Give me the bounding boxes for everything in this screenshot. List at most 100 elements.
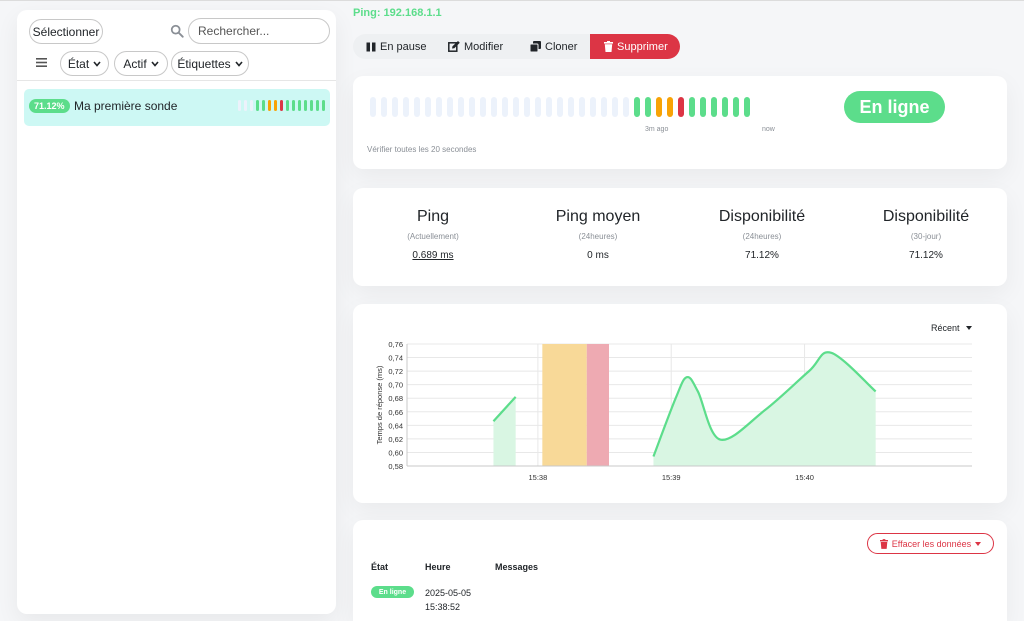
- beat-empty: [469, 97, 475, 117]
- beat-empty: [370, 97, 376, 117]
- stat-current-ping: Ping (Actuellement) 0.689 ms: [353, 208, 513, 261]
- beat-empty: [238, 100, 242, 111]
- trash-icon: [879, 538, 888, 549]
- clone-button[interactable]: Cloner: [518, 34, 590, 59]
- beat-up: [255, 100, 260, 111]
- search-input[interactable]: [188, 18, 330, 44]
- beat-up: [297, 100, 302, 111]
- beat-empty: [513, 97, 519, 117]
- caret-down-icon: [975, 541, 982, 546]
- stat-subtitle: (Actuellement): [407, 232, 459, 241]
- status-band-down: [586, 344, 609, 466]
- top-border: [0, 0, 1024, 1]
- pause-button[interactable]: En pause: [353, 34, 434, 59]
- caret-down-icon: [965, 326, 972, 330]
- event-status-badge: En ligne: [371, 586, 414, 598]
- stat-value[interactable]: 0.689 ms: [412, 250, 454, 261]
- beat-empty: [381, 97, 387, 117]
- beat-empty: [579, 97, 585, 117]
- stat-subtitle: (24heures): [742, 232, 782, 241]
- stat-title: Disponibilité: [882, 208, 970, 225]
- response-time-chart: 0,76 0,74 0,72 0,70 0,68 0,66 0,64 0,62 0,60 0,58…: [375, 340, 972, 482]
- series-area: [493, 396, 516, 466]
- status-band-pending: [542, 344, 587, 466]
- monitor-list-sidebar: Sélectionner État Actif Étiquettes 71.12…: [17, 10, 336, 614]
- beat-empty: [403, 97, 409, 117]
- beat-empty: [249, 100, 254, 111]
- beat-up: [722, 97, 728, 117]
- filter-state-dropdown[interactable]: État: [60, 51, 109, 76]
- column-header-state: État: [371, 562, 389, 572]
- y-tick-label: 0,76: [388, 340, 403, 349]
- beat-empty: [623, 97, 629, 117]
- pause-label: En pause: [380, 40, 427, 53]
- column-header-message: Messages: [495, 562, 539, 572]
- stat-value: 71.12%: [909, 250, 943, 261]
- y-tick-label: 0,58: [388, 462, 403, 471]
- beat-up: [689, 97, 695, 117]
- heartbeat-card: 3m ago now Vérifier toutes les 20 second…: [353, 76, 1007, 169]
- period-label: Récent: [931, 323, 960, 333]
- edit-label: Modifier: [464, 40, 504, 53]
- series-area: [653, 352, 876, 466]
- edit-button[interactable]: Modifier: [434, 34, 518, 59]
- y-tick-label: 0,62: [388, 435, 403, 444]
- beat-empty: [612, 97, 618, 117]
- stat-title: Disponibilité: [718, 208, 806, 225]
- beat-up: [291, 100, 296, 111]
- filter-menu-icon[interactable]: [36, 58, 47, 67]
- stat-value: 71.12%: [745, 250, 779, 261]
- stat-avg-ping: Ping moyen (24heures) 0 ms: [518, 208, 678, 261]
- beat-empty: [568, 97, 574, 117]
- search-icon: [170, 24, 184, 38]
- beat-empty: [392, 97, 398, 117]
- clear-data-button[interactable]: Effacer les données: [867, 533, 994, 554]
- filter-active-label: Actif: [123, 56, 147, 71]
- status-badge: En ligne: [844, 91, 945, 123]
- beat-empty: [491, 97, 497, 117]
- monitor-list-header: Sélectionner État Actif Étiquettes: [17, 10, 336, 81]
- select-button[interactable]: Sélectionner: [29, 19, 103, 44]
- beat-up: [303, 100, 308, 111]
- clear-data-label: Effacer les données: [891, 538, 972, 549]
- events-card: Effacer les données État Heure Messages …: [353, 520, 1007, 621]
- delete-button[interactable]: Supprimer: [590, 34, 680, 59]
- heartbeat-ago-label: 3m ago: [645, 126, 669, 133]
- beat-empty: [447, 97, 453, 117]
- y-tick-label: 0,74: [388, 354, 403, 363]
- x-tick-label: 15:38: [528, 473, 547, 482]
- beat-pending: [656, 97, 662, 117]
- mini-heartbeat-bar: [238, 100, 326, 111]
- beat-up: [634, 97, 640, 117]
- beat-up: [315, 100, 320, 111]
- clone-icon: [530, 41, 541, 52]
- y-tick-label: 0,64: [388, 421, 403, 430]
- monitor-list-item[interactable]: 71.12% Ma première sonde: [24, 89, 330, 126]
- filter-tags-dropdown[interactable]: Étiquettes: [171, 51, 249, 76]
- beat-empty: [557, 97, 563, 117]
- page-title: Ping: 192.168.1.1: [353, 7, 442, 19]
- column-header-time: Heure: [425, 562, 451, 572]
- clone-label: Cloner: [545, 40, 578, 53]
- stat-subtitle: (30-jour): [910, 232, 942, 241]
- heartbeat-now-label: now: [762, 126, 775, 133]
- beat-pending: [267, 100, 272, 111]
- beat-up: [645, 97, 651, 117]
- filter-active-dropdown[interactable]: Actif: [114, 51, 168, 76]
- y-tick-label: 0,72: [388, 367, 403, 376]
- beat-up: [744, 97, 750, 117]
- stat-title: Ping moyen: [555, 208, 641, 225]
- y-tick-label: 0,68: [388, 394, 403, 403]
- beat-up: [733, 97, 739, 117]
- beat-empty: [425, 97, 431, 117]
- stats-card: Ping (Actuellement) 0.689 ms Ping moyen …: [353, 188, 1007, 286]
- series-line: [652, 351, 877, 457]
- check-interval-text: Vérifier toutes les 20 secondes: [367, 145, 477, 154]
- stat-uptime-30d: Disponibilité (30-jour) 71.12%: [846, 208, 1006, 261]
- delete-label: Supprimer: [617, 40, 668, 53]
- beat-down: [279, 100, 284, 111]
- period-dropdown[interactable]: Récent: [931, 323, 972, 333]
- monitor-actions: En pause Modifier Cloner Supprimer: [353, 34, 680, 59]
- beat-empty: [546, 97, 552, 117]
- beat-up: [321, 100, 326, 111]
